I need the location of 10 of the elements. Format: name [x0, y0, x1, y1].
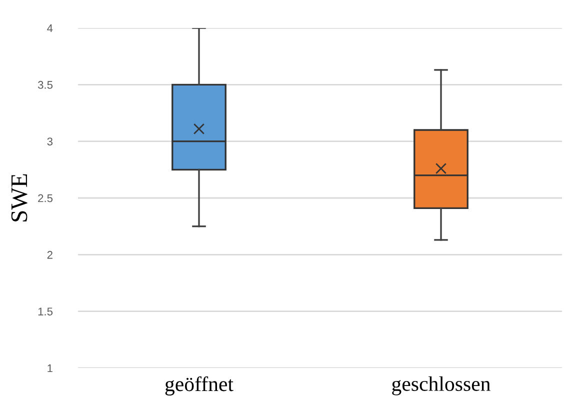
y-tick-label: 3.5 — [38, 80, 53, 89]
y-tick-label: 1.5 — [38, 308, 53, 316]
y-axis-title: SWE — [11, 174, 28, 222]
x-tick-label: geschlossen — [392, 376, 490, 396]
y-tick-label: 4 — [47, 24, 53, 32]
y-tick-label: 2 — [47, 250, 52, 259]
x-tick-label: geöffnet — [165, 376, 234, 396]
y-tick-label: 1 — [48, 364, 52, 372]
y-tick-label: 3 — [47, 138, 53, 146]
y-tick-label: 2.5 — [38, 194, 53, 202]
